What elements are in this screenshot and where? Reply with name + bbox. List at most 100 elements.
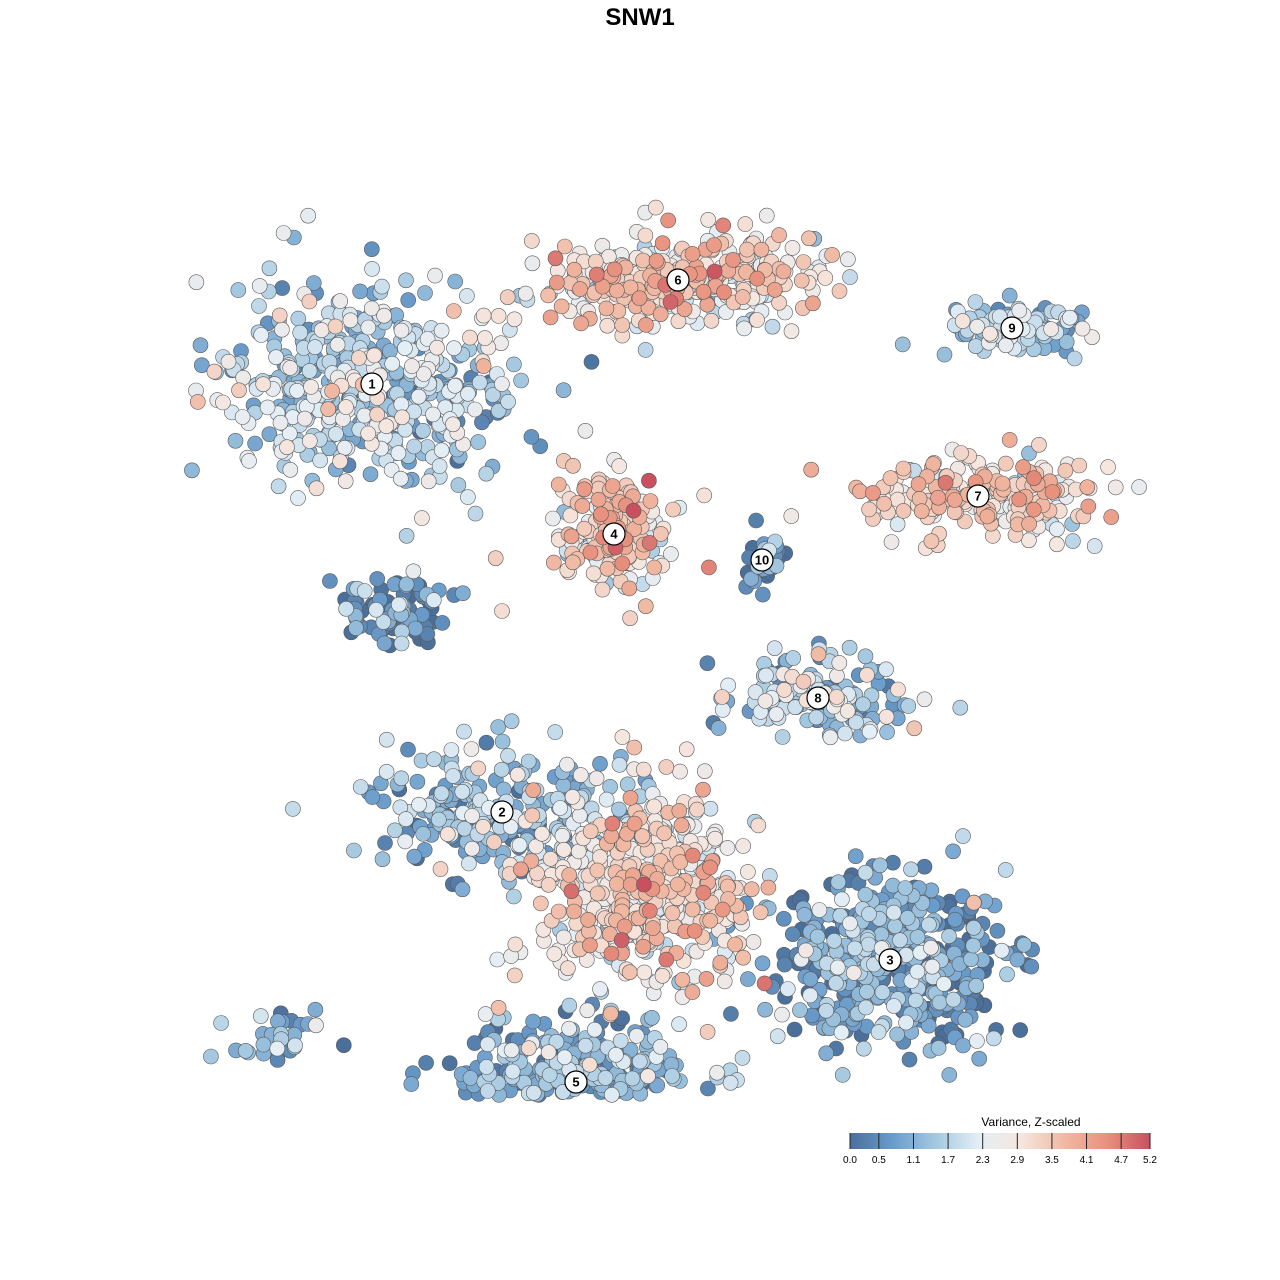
cell-point (362, 466, 379, 483)
cell-point (561, 997, 578, 1014)
cell-point (1026, 470, 1042, 487)
cell-point (566, 903, 582, 920)
cell-point (545, 510, 561, 527)
cell-point (631, 1053, 648, 1070)
cluster-label-10: 10 (750, 548, 774, 572)
cell-point (376, 635, 393, 652)
cell-point (873, 926, 890, 943)
cell-point (479, 1083, 496, 1099)
cell-point (376, 307, 392, 324)
cell-point (188, 274, 205, 291)
cell-point (901, 1051, 918, 1068)
cell-point (364, 789, 381, 805)
cell-point (420, 473, 437, 490)
cell-point (305, 275, 322, 291)
cell-point (785, 650, 802, 666)
cell-point (611, 756, 628, 773)
cell-point (802, 971, 819, 988)
cell-point (398, 272, 414, 289)
cell-point (641, 535, 658, 551)
cell-point (604, 478, 621, 494)
cell-point (696, 763, 713, 780)
cell-point (374, 851, 391, 868)
cell-point (805, 295, 821, 312)
cell-point (636, 964, 653, 981)
cell-point (930, 489, 946, 506)
cell-point (462, 1070, 479, 1086)
cell-point (714, 689, 730, 705)
cell-point (695, 884, 712, 901)
cell-point (833, 1024, 850, 1041)
cell-point (1001, 287, 1018, 304)
cell-point (614, 729, 631, 745)
cell-point (985, 1030, 1002, 1047)
cell-point (635, 761, 652, 778)
cell-point (631, 290, 648, 307)
cell-point (406, 438, 423, 455)
cell-point (494, 603, 510, 619)
cell-point (555, 382, 572, 399)
cell-point (590, 491, 607, 508)
cell-point (474, 414, 490, 431)
cell-point (446, 340, 462, 357)
cell-point (269, 1040, 286, 1057)
cell-point (637, 227, 654, 244)
cell-point (748, 512, 764, 529)
cell-point (855, 696, 871, 713)
cell-point (625, 502, 642, 519)
cell-point (920, 1017, 937, 1034)
cell-point (562, 507, 579, 524)
cell-point (684, 901, 701, 918)
cluster-label-text: 4 (610, 527, 618, 542)
cell-point (392, 470, 409, 487)
cell-point (490, 999, 507, 1016)
cell-point (665, 501, 681, 518)
cell-point (734, 1050, 751, 1066)
cell-point (550, 903, 567, 920)
cell-point (784, 240, 801, 256)
cell-point (998, 337, 1014, 354)
cell-point (652, 1039, 669, 1055)
cell-point (706, 263, 723, 280)
cell-point (559, 756, 575, 773)
cell-point (285, 801, 301, 817)
cell-point (588, 266, 605, 283)
cell-point (855, 1040, 872, 1057)
cell-point (809, 928, 826, 945)
cell-point (784, 926, 801, 943)
cell-point (525, 1085, 542, 1101)
cell-point (967, 338, 984, 355)
cell-point (582, 937, 598, 954)
cell-point (743, 881, 760, 898)
cell-point (1001, 432, 1018, 448)
cell-point (549, 274, 565, 291)
cell-point (368, 601, 385, 618)
cell-point (865, 485, 881, 501)
cell-point (786, 1021, 803, 1038)
cell-point (841, 639, 858, 656)
cell-point (619, 776, 636, 793)
cell-point (1107, 479, 1124, 496)
cell-point (352, 283, 368, 300)
cell-point (523, 233, 540, 249)
cell-point (352, 779, 369, 795)
cell-point (954, 313, 971, 329)
cell-point (930, 1040, 947, 1056)
cell-point (274, 321, 290, 338)
color-legend: Variance, Z-scaled 0.0 0.5 1.1 1.7 2.3 2.9 3.5… (843, 1115, 1157, 1166)
cell-point (945, 991, 962, 1008)
cell-point (307, 1001, 324, 1018)
cell-point (654, 235, 671, 251)
cell-point (398, 811, 414, 827)
cell-point (450, 477, 467, 493)
cell-point (885, 904, 902, 921)
cell-point (1021, 445, 1037, 462)
cell-point (466, 1035, 483, 1051)
cell-point (803, 461, 820, 478)
cell-point (614, 317, 631, 333)
cell-point (336, 439, 353, 456)
cell-point (563, 528, 580, 545)
cell-point (775, 263, 792, 280)
cell-point (965, 919, 982, 936)
cell-point (253, 327, 270, 343)
